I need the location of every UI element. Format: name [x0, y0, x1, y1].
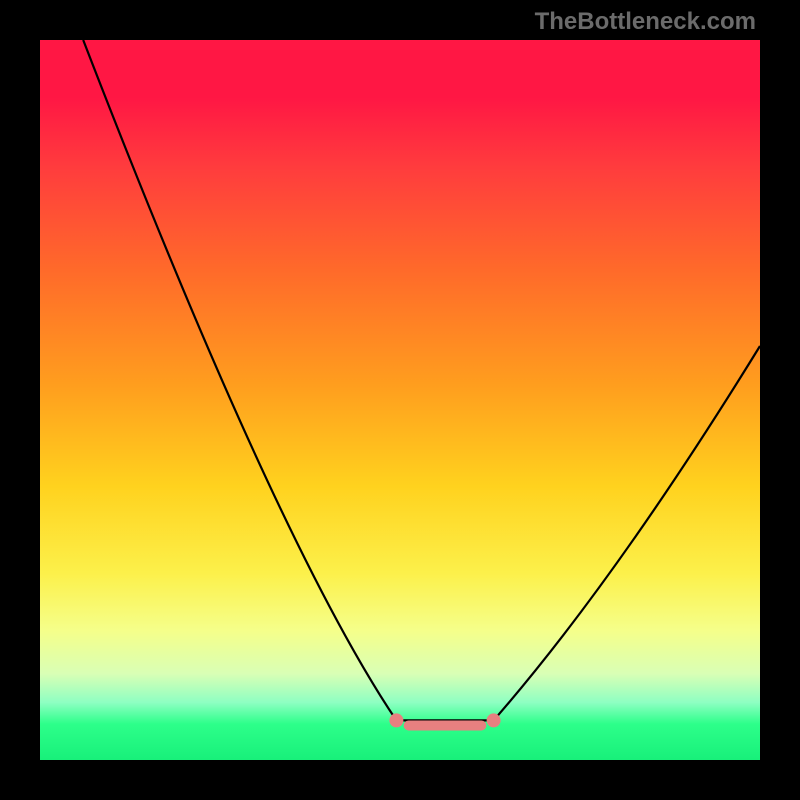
- bottleneck-curve: [0, 0, 800, 800]
- valley-bar: [404, 720, 487, 730]
- valley-marker-0: [389, 713, 403, 727]
- chart-frame: TheBottleneck.com: [0, 0, 800, 800]
- valley-marker-1: [487, 713, 501, 727]
- curve-path: [83, 40, 760, 720]
- watermark-text: TheBottleneck.com: [535, 8, 756, 36]
